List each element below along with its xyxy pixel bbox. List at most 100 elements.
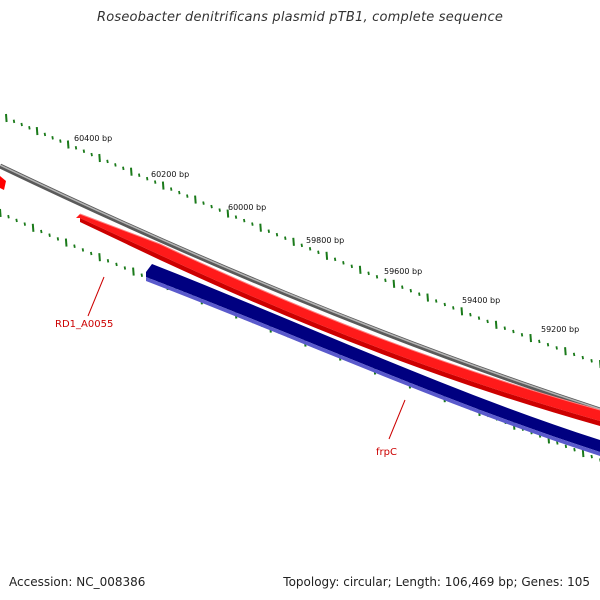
minor-tick	[28, 126, 31, 130]
minor-tick	[486, 319, 489, 324]
minor-tick	[573, 447, 576, 452]
minor-tick	[284, 236, 287, 240]
minor-tick	[90, 152, 93, 157]
gene-frpc[interactable]	[146, 264, 600, 456]
minor-tick	[503, 326, 506, 330]
minor-tick	[477, 316, 481, 320]
major-tick	[226, 209, 230, 218]
minor-tick	[556, 441, 559, 445]
major-tick	[98, 253, 101, 262]
minor-tick	[170, 187, 173, 191]
minor-tick	[384, 278, 387, 283]
backbone	[0, 163, 600, 413]
minor-tick	[210, 204, 213, 209]
minor-tick	[520, 333, 524, 337]
minor-tick	[106, 259, 110, 263]
minor-tick	[48, 233, 51, 237]
minor-tick	[469, 312, 472, 317]
minor-tick	[409, 288, 412, 293]
minor-tick	[40, 229, 43, 234]
minor-tick	[178, 190, 181, 195]
minor-tick	[251, 222, 254, 226]
minor-tick	[15, 218, 18, 223]
major-tick	[132, 267, 135, 276]
rd1-a0055-connector	[87, 276, 105, 317]
minor-tick	[342, 261, 345, 265]
tick-label: 59400 bp	[462, 296, 500, 305]
minor-tick	[23, 222, 26, 226]
tick-label: 59600 bp	[384, 267, 422, 276]
minor-tick	[74, 146, 78, 150]
major-tick	[392, 279, 396, 288]
minor-tick	[435, 299, 438, 303]
minor-tick	[59, 139, 62, 143]
major-tick	[0, 208, 2, 218]
minor-tick	[452, 306, 455, 310]
minor-tick	[546, 342, 550, 347]
minor-tick	[308, 247, 312, 251]
major-tick	[66, 140, 70, 149]
gene-label-frpc[interactable]: frpC	[376, 447, 397, 458]
minor-tick	[275, 232, 279, 237]
minor-tick	[581, 355, 584, 360]
minor-tick	[73, 244, 76, 248]
major-tick	[529, 334, 532, 343]
major-tick	[31, 223, 35, 232]
frpc-connector	[388, 399, 406, 440]
minor-tick	[186, 194, 189, 198]
minor-tick	[401, 285, 404, 289]
minor-tick	[590, 359, 593, 363]
major-tick	[161, 181, 165, 190]
minor-tick	[267, 229, 270, 233]
minor-tick	[234, 215, 238, 219]
minor-tick	[218, 208, 221, 212]
minor-tick	[123, 266, 127, 270]
minor-tick	[106, 159, 109, 164]
minor-tick	[555, 346, 558, 350]
minor-tick	[317, 250, 320, 255]
major-tick	[194, 195, 197, 204]
minor-tick	[350, 264, 353, 269]
tick-label: 60400 bp	[74, 134, 112, 143]
minor-tick	[114, 163, 117, 167]
tick-label: 59200 bp	[541, 325, 579, 334]
minor-tick	[146, 176, 149, 181]
minor-tick	[43, 132, 47, 137]
major-tick	[5, 113, 8, 123]
minor-tick	[20, 122, 23, 127]
minor-tick	[81, 248, 85, 252]
minor-tick	[7, 214, 10, 219]
gene-fragment-left[interactable]	[0, 176, 6, 190]
major-tick	[35, 127, 39, 136]
minor-tick	[333, 257, 337, 262]
minor-tick	[138, 173, 141, 177]
major-tick	[426, 293, 429, 302]
tick-label: 59800 bp	[306, 236, 344, 245]
minor-tick	[154, 180, 157, 184]
major-tick	[460, 307, 464, 316]
minor-tick	[12, 119, 16, 124]
minor-tick	[443, 302, 446, 307]
minor-tick	[538, 339, 541, 344]
gene-label-rd1-a0055[interactable]: RD1_A0055	[55, 319, 113, 330]
major-tick	[494, 320, 498, 329]
minor-tick	[243, 218, 246, 223]
minor-tick	[90, 251, 93, 256]
minor-tick	[572, 352, 576, 357]
minor-tick	[56, 237, 60, 241]
tick-label: 60000 bp	[228, 203, 266, 212]
major-tick	[64, 238, 68, 247]
accession-text: Accession: NC_008386	[9, 575, 146, 589]
minor-tick	[300, 243, 303, 248]
gene-rd1-a0055[interactable]	[76, 213, 600, 426]
minor-tick	[202, 201, 205, 205]
major-tick	[130, 167, 133, 176]
minor-tick	[140, 273, 143, 277]
major-tick	[564, 347, 567, 356]
minor-tick	[367, 271, 370, 276]
major-tick	[259, 223, 262, 232]
minor-tick	[512, 329, 515, 334]
tick-label: 60200 bp	[151, 170, 189, 179]
major-tick	[292, 237, 295, 246]
